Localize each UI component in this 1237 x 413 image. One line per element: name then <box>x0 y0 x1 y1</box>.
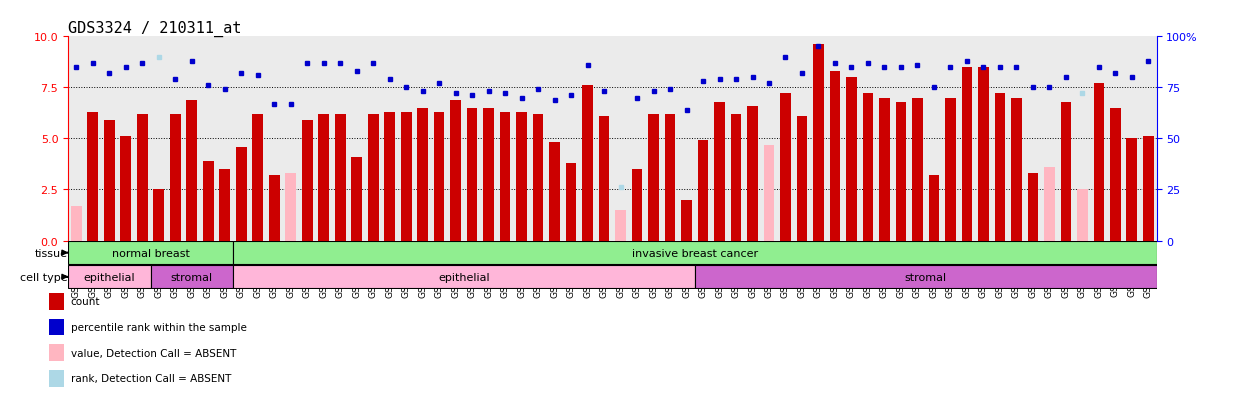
Bar <box>233 242 1157 265</box>
Bar <box>583 86 593 241</box>
Bar <box>68 266 151 289</box>
Bar <box>137 114 147 241</box>
Bar <box>1060 102 1071 241</box>
Bar <box>862 94 873 241</box>
Bar <box>896 102 907 241</box>
Bar <box>120 137 131 241</box>
Bar <box>880 98 889 241</box>
Bar <box>417 109 428 241</box>
Bar <box>912 98 923 241</box>
Bar <box>236 147 246 241</box>
Bar <box>781 94 790 241</box>
Text: tissue: tissue <box>35 248 68 258</box>
Bar <box>500 113 511 241</box>
Bar <box>929 176 939 241</box>
Text: stromal: stromal <box>904 272 946 282</box>
Text: epithelial: epithelial <box>83 272 135 282</box>
Bar <box>385 113 395 241</box>
Bar <box>813 45 824 241</box>
Bar <box>1028 174 1038 241</box>
Bar <box>615 210 626 241</box>
Bar <box>219 170 230 241</box>
Bar <box>599 116 610 241</box>
Text: rank, Detection Call = ABSENT: rank, Detection Call = ABSENT <box>71 373 231 383</box>
Bar <box>695 266 1157 289</box>
Bar <box>1011 98 1022 241</box>
Bar <box>286 174 296 241</box>
Bar <box>698 141 709 241</box>
Bar <box>1127 139 1137 241</box>
Bar <box>1110 109 1121 241</box>
Bar <box>450 100 461 241</box>
Bar <box>830 72 840 241</box>
Text: stromal: stromal <box>171 272 213 282</box>
Text: normal breast: normal breast <box>111 248 189 258</box>
Bar <box>1143 137 1154 241</box>
Text: count: count <box>71 297 100 306</box>
Bar <box>747 107 758 241</box>
Bar <box>664 114 675 241</box>
Bar <box>187 100 197 241</box>
Bar <box>351 157 362 241</box>
Bar <box>335 114 345 241</box>
Bar <box>203 161 214 241</box>
Bar <box>434 113 444 241</box>
Bar <box>302 121 313 241</box>
Bar <box>978 68 988 241</box>
Bar <box>68 242 233 265</box>
Bar <box>268 176 280 241</box>
Bar <box>961 68 972 241</box>
Bar <box>549 143 560 241</box>
Bar <box>484 109 494 241</box>
Bar <box>648 114 659 241</box>
Bar <box>1077 190 1087 241</box>
Text: epithelial: epithelial <box>438 272 490 282</box>
Text: invasive breast cancer: invasive breast cancer <box>632 248 758 258</box>
Text: percentile rank within the sample: percentile rank within the sample <box>71 322 246 332</box>
Bar <box>401 113 412 241</box>
Bar <box>797 116 808 241</box>
Bar <box>88 113 98 241</box>
Text: value, Detection Call = ABSENT: value, Detection Call = ABSENT <box>71 348 236 358</box>
Bar <box>731 114 741 241</box>
Bar <box>367 114 379 241</box>
Bar <box>995 94 1006 241</box>
Bar <box>169 114 181 241</box>
Bar <box>104 121 115 241</box>
Bar <box>565 164 576 241</box>
Bar <box>945 98 956 241</box>
Bar <box>153 190 165 241</box>
Bar <box>714 102 725 241</box>
Text: cell type: cell type <box>20 272 68 282</box>
Bar <box>151 266 233 289</box>
Bar <box>516 113 527 241</box>
Bar <box>632 170 642 241</box>
Bar <box>466 109 477 241</box>
Bar <box>533 114 543 241</box>
Bar <box>682 200 691 241</box>
Bar <box>846 78 857 241</box>
Bar <box>71 206 82 241</box>
Bar <box>1044 168 1055 241</box>
Text: GDS3324 / 210311_at: GDS3324 / 210311_at <box>68 21 241 37</box>
Bar <box>318 114 329 241</box>
Bar <box>763 145 774 241</box>
Bar <box>233 266 695 289</box>
Bar <box>252 114 263 241</box>
Bar <box>1094 84 1105 241</box>
